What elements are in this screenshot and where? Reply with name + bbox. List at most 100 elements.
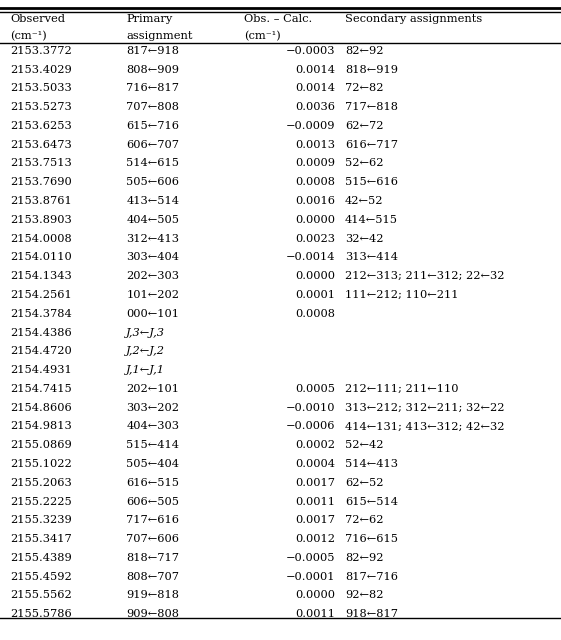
Text: 212←313; 211←312; 22←32: 212←313; 211←312; 22←32: [345, 271, 504, 281]
Text: 616←717: 616←717: [345, 140, 398, 150]
Text: 0.0014: 0.0014: [296, 65, 335, 75]
Text: 212←111; 211←110: 212←111; 211←110: [345, 384, 458, 394]
Text: 0.0013: 0.0013: [296, 140, 335, 150]
Text: 817←716: 817←716: [345, 572, 398, 582]
Text: −0.0009: −0.0009: [286, 121, 335, 131]
Text: 0.0000: 0.0000: [296, 271, 335, 281]
Text: 2153.7690: 2153.7690: [10, 177, 72, 188]
Text: 312←413: 312←413: [126, 234, 179, 244]
Text: Obs. – Calc.: Obs. – Calc.: [244, 14, 312, 24]
Text: 2155.3417: 2155.3417: [10, 534, 72, 544]
Text: 615←514: 615←514: [345, 497, 398, 506]
Text: J,3←J,3: J,3←J,3: [126, 328, 165, 337]
Text: 2155.4389: 2155.4389: [10, 553, 72, 563]
Text: 515←414: 515←414: [126, 440, 179, 450]
Text: 2153.8903: 2153.8903: [10, 215, 72, 225]
Text: 0.0016: 0.0016: [296, 196, 335, 206]
Text: 2153.8761: 2153.8761: [10, 196, 72, 206]
Text: 2154.7415: 2154.7415: [10, 384, 72, 394]
Text: 313←414: 313←414: [345, 252, 398, 262]
Text: 32←42: 32←42: [345, 234, 384, 244]
Text: −0.0010: −0.0010: [286, 403, 335, 413]
Text: 0.0008: 0.0008: [296, 308, 335, 319]
Text: 2155.2063: 2155.2063: [10, 477, 72, 488]
Text: 808←707: 808←707: [126, 572, 179, 582]
Text: 0.0014: 0.0014: [296, 83, 335, 93]
Text: 2154.4931: 2154.4931: [10, 365, 72, 375]
Text: 82←92: 82←92: [345, 46, 384, 56]
Text: 0.0017: 0.0017: [296, 477, 335, 488]
Text: 414←131; 413←312; 42←32: 414←131; 413←312; 42←32: [345, 421, 504, 431]
Text: 2154.1343: 2154.1343: [10, 271, 72, 281]
Text: 2153.5033: 2153.5033: [10, 83, 72, 93]
Text: 2153.4029: 2153.4029: [10, 65, 72, 75]
Text: 404←303: 404←303: [126, 421, 179, 431]
Text: 2154.0110: 2154.0110: [10, 252, 72, 262]
Text: 2154.9813: 2154.9813: [10, 421, 72, 431]
Text: 818←717: 818←717: [126, 553, 179, 563]
Text: 817←918: 817←918: [126, 46, 179, 56]
Text: −0.0014: −0.0014: [286, 252, 335, 262]
Text: 505←606: 505←606: [126, 177, 179, 188]
Text: 2154.4720: 2154.4720: [10, 346, 72, 356]
Text: 707←808: 707←808: [126, 102, 179, 112]
Text: 52←62: 52←62: [345, 159, 384, 168]
Text: 2154.3784: 2154.3784: [10, 308, 72, 319]
Text: 0.0008: 0.0008: [296, 177, 335, 188]
Text: 606←505: 606←505: [126, 497, 179, 506]
Text: 42←52: 42←52: [345, 196, 384, 206]
Text: 202←303: 202←303: [126, 271, 179, 281]
Text: −0.0006: −0.0006: [286, 421, 335, 431]
Text: 2153.5273: 2153.5273: [10, 102, 72, 112]
Text: 716←817: 716←817: [126, 83, 179, 93]
Text: 414←515: 414←515: [345, 215, 398, 225]
Text: 606←707: 606←707: [126, 140, 179, 150]
Text: Secondary assignments: Secondary assignments: [345, 14, 482, 24]
Text: 52←42: 52←42: [345, 440, 384, 450]
Text: 707←606: 707←606: [126, 534, 179, 544]
Text: 2155.5786: 2155.5786: [10, 609, 72, 620]
Text: 2155.5562: 2155.5562: [10, 591, 72, 600]
Text: 2154.0008: 2154.0008: [10, 234, 72, 244]
Text: Observed: Observed: [10, 14, 65, 24]
Text: (cm⁻¹): (cm⁻¹): [244, 31, 281, 42]
Text: 2153.6473: 2153.6473: [10, 140, 72, 150]
Text: 111←212; 110←211: 111←212; 110←211: [345, 290, 458, 300]
Text: 0.0005: 0.0005: [296, 384, 335, 394]
Text: 2153.3772: 2153.3772: [10, 46, 72, 56]
Text: 505←404: 505←404: [126, 459, 179, 469]
Text: 0.0009: 0.0009: [296, 159, 335, 168]
Text: 82←92: 82←92: [345, 553, 384, 563]
Text: 0.0000: 0.0000: [296, 591, 335, 600]
Text: 101←202: 101←202: [126, 290, 179, 300]
Text: 404←505: 404←505: [126, 215, 179, 225]
Text: 514←615: 514←615: [126, 159, 179, 168]
Text: 0.0011: 0.0011: [296, 497, 335, 506]
Text: 202←101: 202←101: [126, 384, 179, 394]
Text: 0.0036: 0.0036: [296, 102, 335, 112]
Text: J,2←J,2: J,2←J,2: [126, 346, 165, 356]
Text: 72←82: 72←82: [345, 83, 384, 93]
Text: 514←413: 514←413: [345, 459, 398, 469]
Text: 62←72: 62←72: [345, 121, 384, 131]
Text: 413←514: 413←514: [126, 196, 179, 206]
Text: Primary: Primary: [126, 14, 172, 24]
Text: 2153.7513: 2153.7513: [10, 159, 72, 168]
Text: 92←82: 92←82: [345, 591, 384, 600]
Text: 2155.1022: 2155.1022: [10, 459, 72, 469]
Text: 616←515: 616←515: [126, 477, 179, 488]
Text: 62←52: 62←52: [345, 477, 384, 488]
Text: 808←909: 808←909: [126, 65, 179, 75]
Text: assignment: assignment: [126, 31, 193, 42]
Text: −0.0003: −0.0003: [286, 46, 335, 56]
Text: 303←202: 303←202: [126, 403, 179, 413]
Text: 919←818: 919←818: [126, 591, 179, 600]
Text: 2155.4592: 2155.4592: [10, 572, 72, 582]
Text: 717←818: 717←818: [345, 102, 398, 112]
Text: 2155.0869: 2155.0869: [10, 440, 72, 450]
Text: 2154.8606: 2154.8606: [10, 403, 72, 413]
Text: 0.0012: 0.0012: [296, 534, 335, 544]
Text: 0.0001: 0.0001: [296, 290, 335, 300]
Text: 717←616: 717←616: [126, 515, 179, 525]
Text: 0.0002: 0.0002: [296, 440, 335, 450]
